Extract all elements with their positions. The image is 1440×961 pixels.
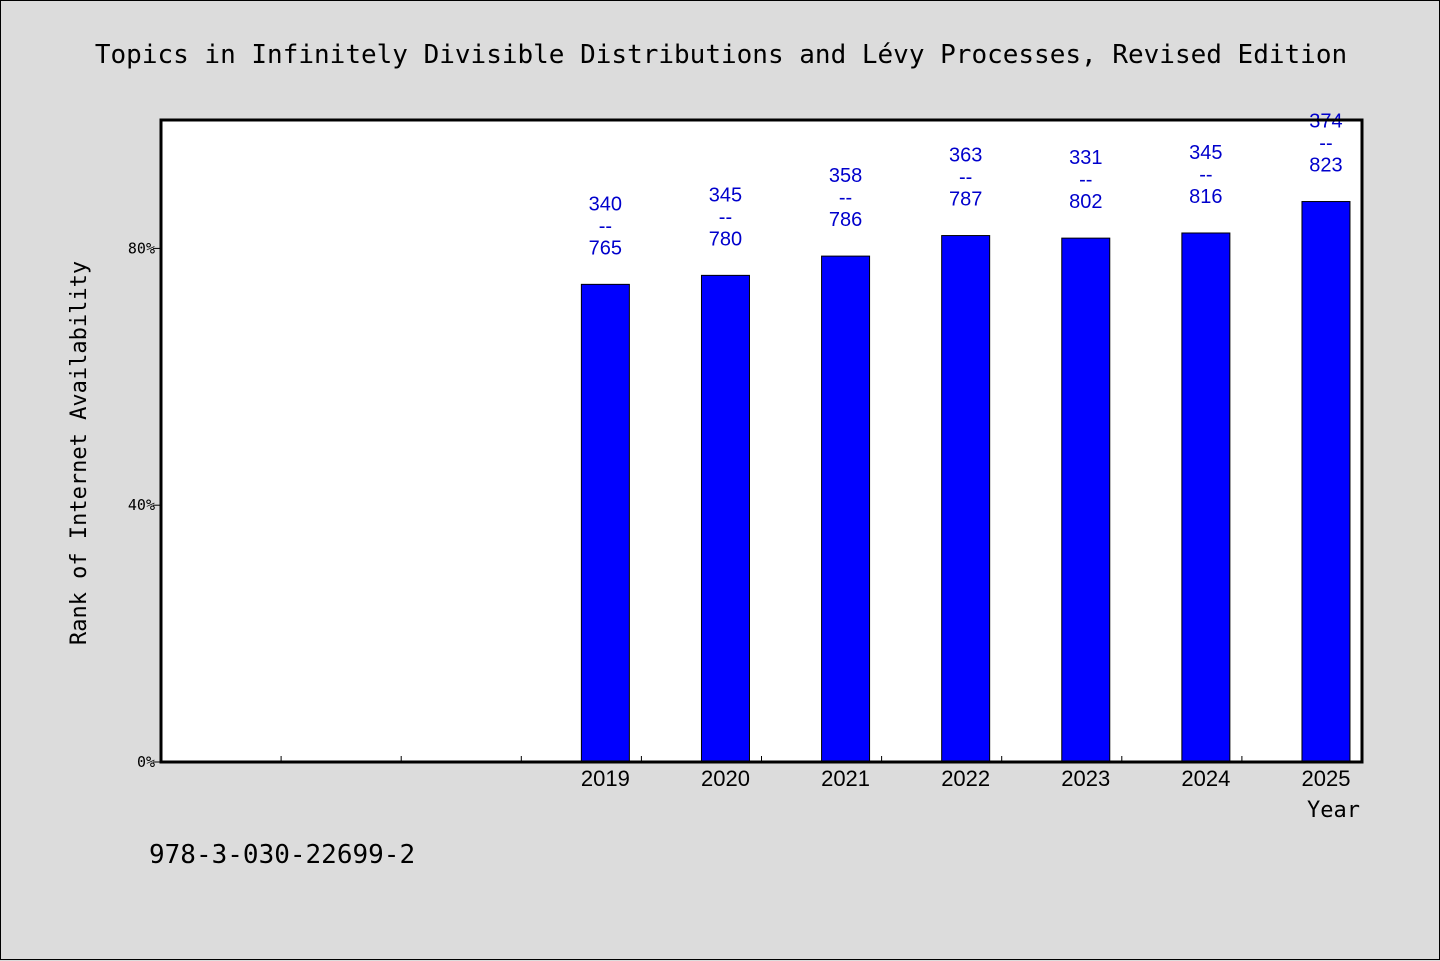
x-tick-label: 2021 xyxy=(821,766,870,791)
plot-frame xyxy=(159,118,1364,764)
y-tick-label: 40% xyxy=(128,496,155,514)
data-label: 816 xyxy=(1189,186,1222,208)
data-label: 340 xyxy=(589,193,622,215)
x-tick-label: 2025 xyxy=(1301,766,1350,791)
bar xyxy=(700,274,750,763)
bar xyxy=(941,235,991,763)
data-label: -- xyxy=(959,167,972,189)
x-axis-ticks: 2019 2020 2021 2022 2023 2024 2025 xyxy=(280,756,1350,791)
x-axis-label: Year xyxy=(1307,798,1360,823)
data-label: 765 xyxy=(589,237,622,259)
data-label: -- xyxy=(839,187,852,209)
y-tick-label: 0% xyxy=(137,753,155,771)
data-label: -- xyxy=(599,215,612,237)
x-tick-label: 2022 xyxy=(941,766,990,791)
y-axis-label: Rank of Internet Availability xyxy=(67,261,92,645)
bar xyxy=(1061,237,1111,763)
x-tick-label: 2020 xyxy=(701,766,750,791)
y-axis-ticks: 0% 40% 80% xyxy=(128,239,161,771)
data-label: 345 xyxy=(709,184,742,206)
data-label: -- xyxy=(1319,133,1332,155)
data-label: -- xyxy=(1199,164,1212,186)
bar xyxy=(1301,201,1351,763)
data-label: 363 xyxy=(949,145,982,167)
data-label: -- xyxy=(719,206,732,228)
data-label: 786 xyxy=(829,209,862,231)
data-label: 358 xyxy=(829,165,862,187)
chart-title: Topics in Infinitely Divisible Distribut… xyxy=(95,40,1347,70)
bar xyxy=(821,255,871,763)
data-label: 331 xyxy=(1069,147,1102,169)
data-labels: 340--765345--780358--786363--787331--802… xyxy=(589,111,1343,260)
data-label: 345 xyxy=(1189,142,1222,164)
data-label: -- xyxy=(1079,169,1092,191)
data-label: 374 xyxy=(1309,111,1342,133)
plot-area xyxy=(161,120,1362,762)
bar-series xyxy=(580,201,1351,763)
data-label: 802 xyxy=(1069,191,1102,213)
data-label: 780 xyxy=(709,228,742,250)
x-tick-label: 2024 xyxy=(1181,766,1230,791)
data-label: 823 xyxy=(1309,155,1342,177)
y-tick-label: 80% xyxy=(128,239,155,257)
data-label: 787 xyxy=(949,189,982,211)
x-tick-label: 2019 xyxy=(581,766,630,791)
bar xyxy=(580,283,630,763)
isbn-footnote: 978-3-030-22699-2 xyxy=(149,840,415,870)
x-tick-label: 2023 xyxy=(1061,766,1110,791)
bar xyxy=(1181,232,1231,763)
